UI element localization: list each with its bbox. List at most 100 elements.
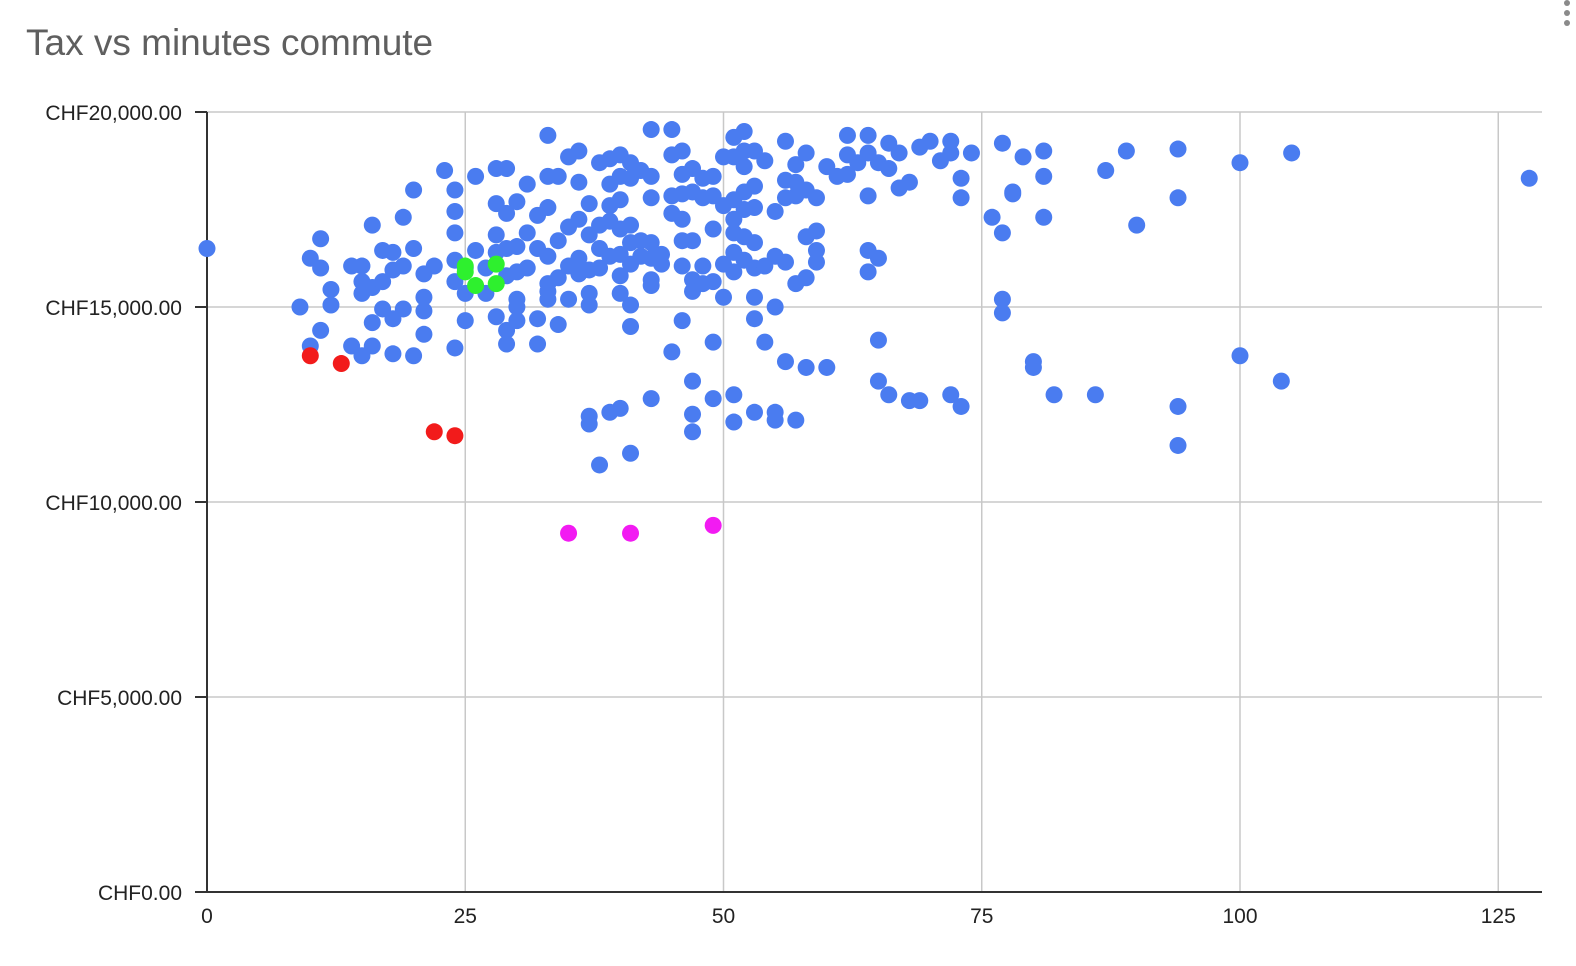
data-point xyxy=(363,337,381,355)
data-point xyxy=(312,230,330,248)
data-point xyxy=(952,189,970,207)
data-point xyxy=(580,284,598,302)
data-point xyxy=(301,347,319,365)
y-tick-label: CHF5,000.00 xyxy=(57,687,182,710)
data-point xyxy=(859,126,877,144)
data-point xyxy=(415,302,433,320)
data-point xyxy=(1231,154,1249,172)
data-point xyxy=(446,224,464,242)
x-tick-label: 25 xyxy=(454,905,477,928)
data-point xyxy=(756,152,774,170)
data-point xyxy=(456,263,474,281)
data-point xyxy=(518,259,536,277)
data-point xyxy=(745,234,763,252)
data-point xyxy=(993,304,1011,322)
data-point xyxy=(1014,148,1032,166)
data-point xyxy=(487,275,505,293)
x-tick-label: 100 xyxy=(1222,905,1257,928)
data-point xyxy=(942,386,960,404)
data-point xyxy=(993,290,1011,308)
data-point xyxy=(611,267,629,285)
data-point xyxy=(312,321,330,339)
data-point xyxy=(539,247,557,265)
x-tick-label: 125 xyxy=(1481,905,1516,928)
data-point xyxy=(880,386,898,404)
data-point xyxy=(622,216,640,234)
data-point xyxy=(549,232,567,250)
data-point xyxy=(487,255,505,273)
data-point xyxy=(1045,386,1063,404)
data-point xyxy=(715,288,732,306)
data-point xyxy=(818,358,836,376)
data-point xyxy=(745,310,763,328)
data-point xyxy=(291,298,309,316)
data-point xyxy=(539,290,557,308)
data-point xyxy=(446,427,464,445)
data-point xyxy=(363,216,381,234)
data-point xyxy=(993,134,1011,152)
data-point xyxy=(363,314,381,332)
data-point xyxy=(560,290,578,308)
data-point xyxy=(539,199,557,217)
data-point xyxy=(776,253,794,271)
data-point xyxy=(312,259,330,277)
data-point xyxy=(807,241,825,259)
data-point xyxy=(787,411,805,429)
data-point xyxy=(725,413,743,431)
data-point xyxy=(776,353,794,371)
data-point xyxy=(1004,185,1022,203)
data-point xyxy=(456,312,474,330)
data-point xyxy=(487,308,505,326)
data-point xyxy=(508,298,526,316)
data-point xyxy=(415,325,433,343)
data-point xyxy=(745,403,763,421)
data-point xyxy=(880,160,898,178)
data-point xyxy=(394,208,412,226)
data-point xyxy=(580,415,598,433)
data-point xyxy=(942,144,960,162)
data-point xyxy=(425,257,443,275)
data-point xyxy=(797,358,815,376)
menu-dot xyxy=(1564,10,1570,16)
data-point xyxy=(487,226,505,244)
chart-menu-icon[interactable] xyxy=(1562,0,1572,30)
data-point xyxy=(684,372,702,390)
data-point xyxy=(642,277,660,295)
x-tick-label: 0 xyxy=(201,905,213,928)
data-point xyxy=(591,259,609,277)
data-point xyxy=(745,288,763,306)
data-point xyxy=(467,167,485,185)
data-point xyxy=(405,240,423,257)
data-point xyxy=(518,224,536,242)
data-point xyxy=(1283,144,1301,162)
data-point xyxy=(622,296,640,314)
x-tick-label: 75 xyxy=(970,905,993,928)
data-point xyxy=(405,347,423,365)
data-point xyxy=(467,241,485,259)
data-point xyxy=(983,208,1001,226)
data-point xyxy=(508,312,526,330)
data-point xyxy=(611,399,629,417)
data-point xyxy=(1272,372,1290,390)
data-point xyxy=(859,263,877,281)
data-point xyxy=(1035,167,1053,185)
data-point xyxy=(642,189,660,207)
data-point xyxy=(1128,216,1146,234)
data-point xyxy=(673,142,691,160)
data-point xyxy=(570,210,588,228)
data-point xyxy=(797,144,815,162)
data-point xyxy=(952,397,970,415)
data-point xyxy=(900,173,918,191)
data-point xyxy=(807,189,825,207)
x-tick-label: 50 xyxy=(712,905,735,928)
data-point xyxy=(684,232,702,250)
data-point xyxy=(745,177,763,195)
data-point xyxy=(580,195,598,213)
data-point xyxy=(322,296,340,314)
data-point xyxy=(735,123,753,140)
data-point xyxy=(374,273,392,291)
data-point xyxy=(518,175,536,193)
chart-title: Tax vs minutes commute xyxy=(26,22,434,63)
data-point xyxy=(498,160,516,178)
data-point xyxy=(570,142,588,160)
